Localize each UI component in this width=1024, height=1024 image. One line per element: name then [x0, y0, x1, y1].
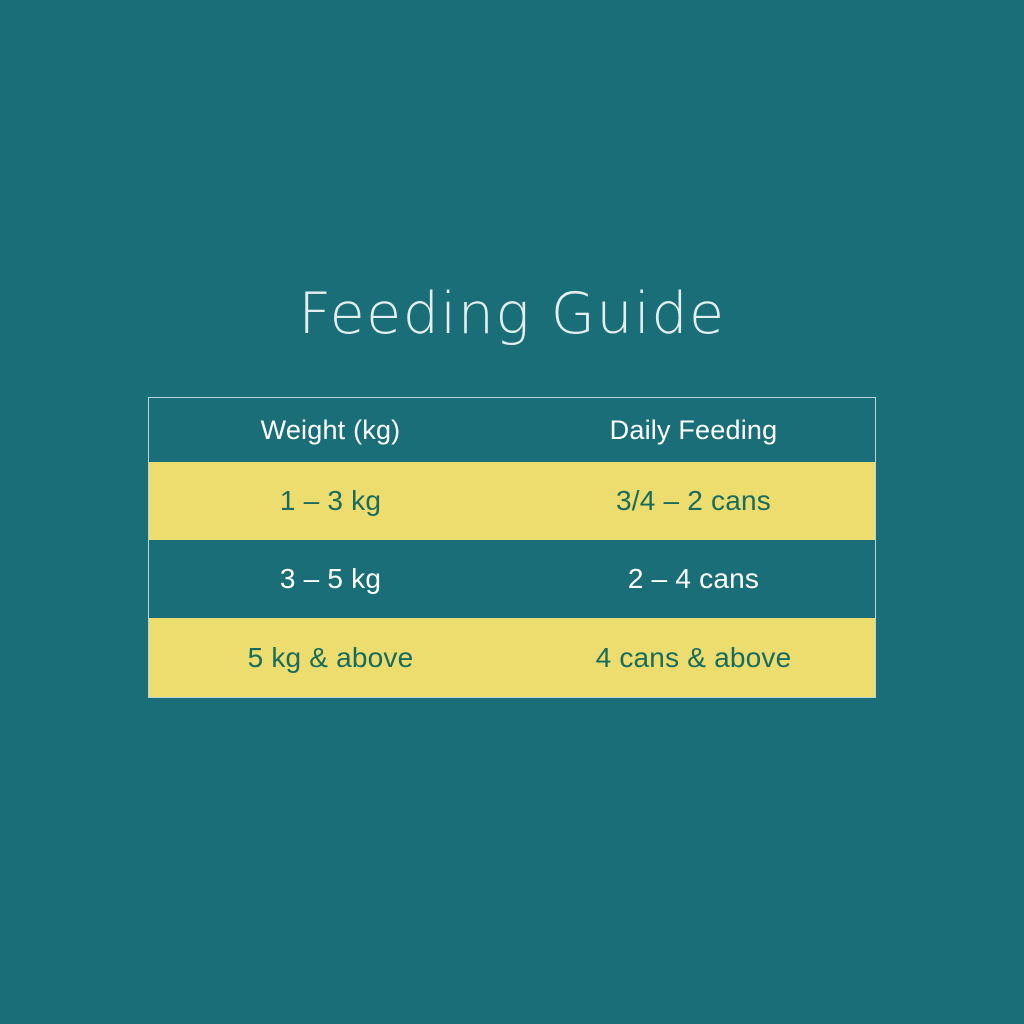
table-row: 5 kg & above 4 cans & above — [149, 618, 875, 697]
cell-daily-feeding: 3/4 – 2 cans — [616, 485, 771, 516]
table-row: 1 – 3 kg 3/4 – 2 cans — [149, 462, 875, 540]
column-header-weight: Weight (kg) — [260, 414, 401, 445]
page-title: Feeding Guide — [298, 281, 726, 347]
feeding-guide-table: Weight (kg) Daily Feeding 1 – 3 kg 3/4 –… — [148, 397, 876, 698]
table-header-row: Weight (kg) Daily Feeding — [149, 398, 875, 462]
cell-weight: 5 kg & above — [247, 641, 414, 673]
cell-weight: 3 – 5 kg — [279, 563, 382, 594]
column-header-daily-feeding: Daily Feeding — [609, 414, 778, 445]
cell-daily-feeding: 4 cans & above — [595, 641, 792, 673]
table-row: 3 – 5 kg 2 – 4 cans — [149, 540, 875, 618]
cell-daily-feeding: 2 – 4 cans — [627, 563, 760, 594]
table-body: Weight (kg) Daily Feeding 1 – 3 kg 3/4 –… — [149, 398, 875, 697]
cell-weight: 1 – 3 kg — [279, 485, 382, 516]
